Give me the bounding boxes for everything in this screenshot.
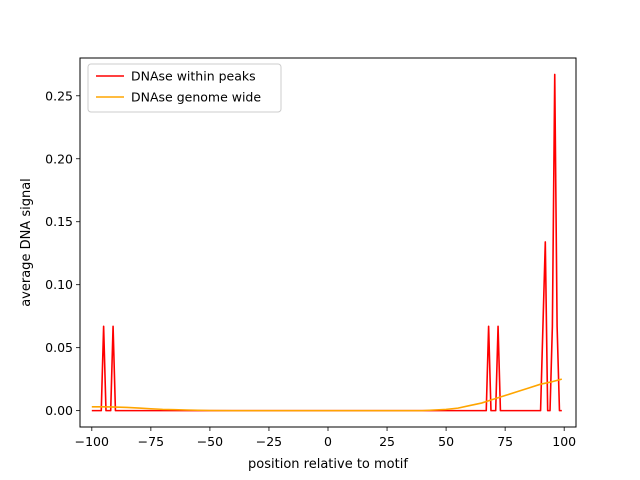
y-tick-label: 0.05 bbox=[45, 340, 73, 355]
x-tick-label: −75 bbox=[138, 434, 164, 449]
y-tick-label: 0.15 bbox=[45, 214, 73, 229]
series-line-0 bbox=[91, 73, 562, 412]
series-line-1 bbox=[91, 378, 563, 412]
y-tick-label: 0.10 bbox=[45, 277, 73, 292]
y-tick-label: 0.25 bbox=[45, 88, 73, 103]
y-tick-label: 0.00 bbox=[45, 403, 73, 418]
x-tick-label: −100 bbox=[75, 434, 109, 449]
x-axis-ticks: −100 −75 −50 −25 0 25 50 75 100 bbox=[75, 427, 576, 449]
legend: DNAse within peaks DNAse genome wide bbox=[87, 63, 282, 113]
x-tick-label: 75 bbox=[497, 434, 513, 449]
y-axis-label: average DNA signal bbox=[19, 178, 34, 307]
legend-label-within-peaks: DNAse within peaks bbox=[131, 69, 256, 84]
x-tick-label: 0 bbox=[324, 434, 332, 449]
y-tick-label: 0.20 bbox=[45, 151, 73, 166]
legend-box bbox=[87, 63, 282, 113]
x-tick-label: −50 bbox=[197, 434, 223, 449]
plot-lines bbox=[91, 73, 563, 412]
x-tick-label: 50 bbox=[438, 434, 454, 449]
x-tick-label: −25 bbox=[256, 434, 282, 449]
x-tick-label: 100 bbox=[552, 434, 576, 449]
x-tick-label: 25 bbox=[379, 434, 395, 449]
x-axis-label: position relative to motif bbox=[248, 457, 408, 472]
legend-label-genome-wide: DNAse genome wide bbox=[131, 90, 261, 105]
y-axis-ticks: 0.00 0.05 0.10 0.15 0.20 0.25 bbox=[45, 88, 80, 418]
